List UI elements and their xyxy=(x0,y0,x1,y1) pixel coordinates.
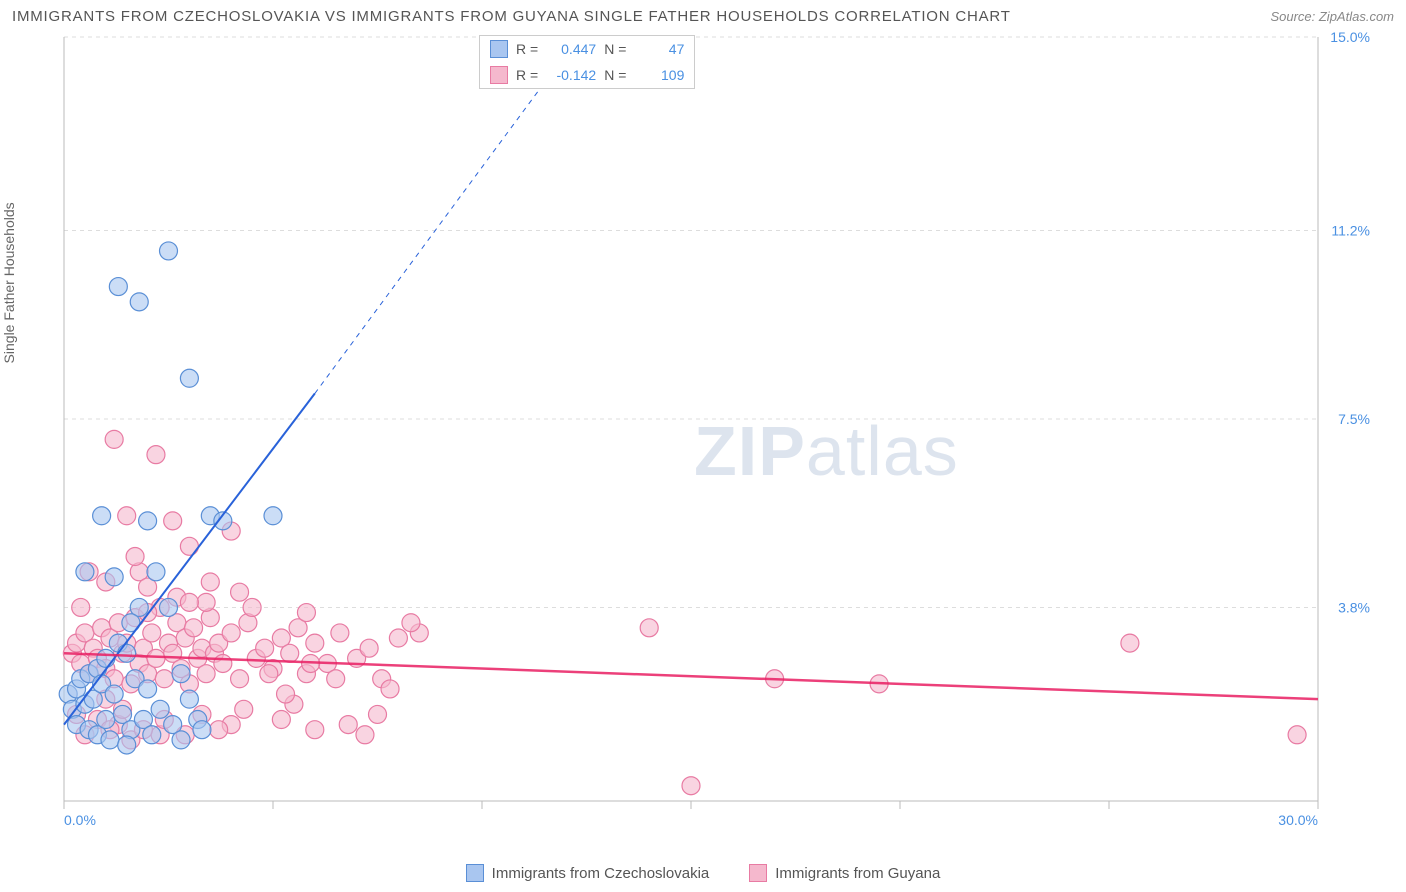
source-label: Source: ZipAtlas.com xyxy=(1270,9,1394,24)
n-label: N = xyxy=(604,67,626,83)
legend-label: Immigrants from Czechoslovakia xyxy=(492,865,710,882)
stats-row-series-0: R = 0.447 N = 47 xyxy=(480,36,694,62)
r-value: -0.142 xyxy=(546,67,596,83)
y-axis-label: Single Father Households xyxy=(1,202,17,363)
legend-label: Immigrants from Guyana xyxy=(775,865,940,882)
swatch-icon xyxy=(490,40,508,58)
legend-item-1: Immigrants from Guyana xyxy=(749,864,940,882)
n-value: 47 xyxy=(634,41,684,57)
swatch-icon xyxy=(490,66,508,84)
svg-text:0.0%: 0.0% xyxy=(64,812,96,828)
svg-text:3.8%: 3.8% xyxy=(1338,599,1370,615)
stats-row-series-1: R = -0.142 N = 109 xyxy=(480,62,694,88)
swatch-icon xyxy=(749,864,767,882)
r-value: 0.447 xyxy=(546,41,596,57)
svg-text:11.2%: 11.2% xyxy=(1331,223,1370,239)
chart-title: IMMIGRANTS FROM CZECHOSLOVAKIA VS IMMIGR… xyxy=(12,8,1011,25)
watermark: ZIPatlas xyxy=(694,411,959,491)
bottom-legend: Immigrants from Czechoslovakia Immigrant… xyxy=(0,864,1406,882)
n-label: N = xyxy=(604,41,626,57)
svg-text:15.0%: 15.0% xyxy=(1330,31,1370,45)
legend-item-0: Immigrants from Czechoslovakia xyxy=(466,864,710,882)
n-value: 109 xyxy=(634,67,684,83)
chart-container: Single Father Households 3.8%7.5%11.2%15… xyxy=(14,31,1394,841)
r-label: R = xyxy=(516,41,538,57)
svg-text:7.5%: 7.5% xyxy=(1338,411,1370,427)
swatch-icon xyxy=(466,864,484,882)
svg-text:30.0%: 30.0% xyxy=(1278,812,1318,828)
r-label: R = xyxy=(516,67,538,83)
correlation-stats-box: R = 0.447 N = 47 R = -0.142 N = 109 xyxy=(479,35,695,89)
